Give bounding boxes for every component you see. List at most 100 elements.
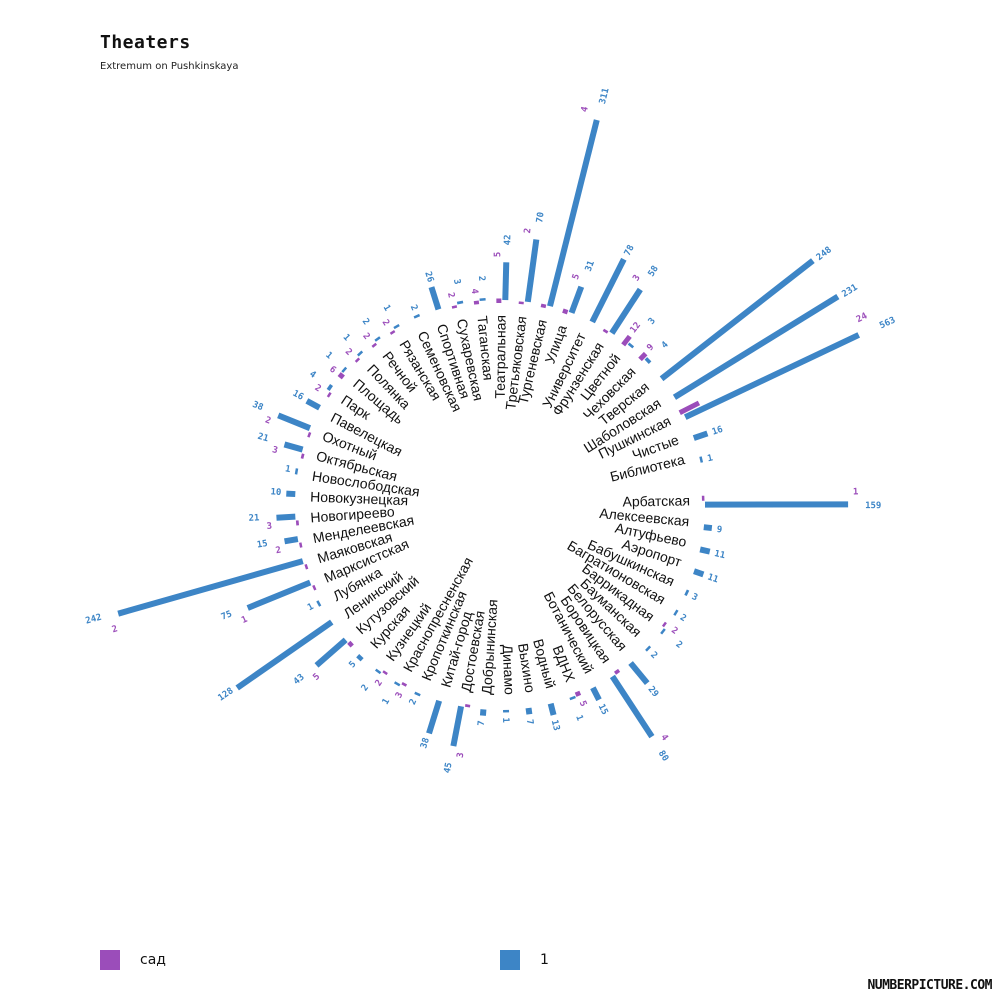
value-label-one: 26 [422, 270, 435, 283]
bar-sad [613, 668, 621, 675]
value-label-one: 5 [347, 660, 358, 671]
bar-one [356, 350, 364, 357]
value-label-one: 3 [647, 316, 658, 327]
bar-one [283, 441, 304, 453]
value-label-sad: 2 [264, 415, 273, 426]
value-label-sad: 5 [571, 273, 582, 281]
category-label: Добрынинская [478, 599, 500, 695]
bar-one [525, 707, 533, 715]
value-label-sad: 2 [360, 331, 371, 341]
value-label-one: 1 [323, 350, 334, 361]
bar-sad [389, 330, 396, 335]
value-label-sad: 2 [111, 624, 119, 635]
value-label-one: 2 [360, 683, 371, 693]
bar-sad [326, 392, 332, 398]
value-label-one: 1 [341, 333, 352, 344]
value-label-sad: 5 [312, 672, 323, 683]
bar-one [692, 430, 709, 441]
bar-sad [621, 334, 632, 347]
value-label-sad: 5 [493, 252, 503, 258]
value-label-sad: 2 [380, 318, 391, 328]
value-label-sad: 3 [631, 273, 642, 283]
value-label-one: 29 [646, 685, 661, 700]
bar-one [235, 619, 334, 691]
bar-one [374, 668, 382, 675]
value-label-one: 2 [408, 303, 419, 312]
value-label-sad: 9 [645, 342, 656, 353]
chart-subtitle: Extremum on Pushkinskaya [100, 61, 239, 72]
value-label-sad: 2 [523, 228, 533, 234]
bar-one [428, 286, 442, 311]
bar-sad [602, 328, 609, 334]
value-label-one: 21 [256, 432, 269, 445]
bar-sad [678, 400, 701, 416]
value-label-one: 7 [524, 719, 535, 726]
bar-one [316, 600, 322, 607]
bar-sad [661, 621, 667, 628]
bar-one [246, 579, 312, 611]
value-label-sad: 2 [275, 545, 282, 556]
bar-one [589, 257, 627, 324]
bar-sad [401, 682, 408, 687]
bar-sad [337, 372, 345, 380]
value-label-one: 4 [660, 340, 671, 351]
category-label: Новогиреево [310, 503, 395, 525]
value-label-one: 31 [584, 259, 597, 273]
value-label-one: 80 [656, 749, 670, 764]
value-label-one: 42 [503, 234, 513, 245]
bar-one [660, 628, 666, 635]
value-label-sad: 2 [374, 678, 385, 688]
value-label-one: 4 [307, 369, 318, 381]
value-label-one: 1 [381, 697, 392, 707]
bar-one [609, 287, 643, 335]
value-label-one: 242 [85, 613, 103, 627]
value-label-sad: 3 [394, 691, 405, 700]
value-label-one: 563 [878, 315, 897, 331]
value-label-sad: 2 [313, 383, 323, 394]
legend-swatch-one [500, 950, 520, 970]
bar-sad [638, 351, 648, 362]
bar-sad [304, 563, 309, 570]
bar-one [693, 568, 705, 578]
value-label-one: 43 [292, 672, 307, 687]
bar-one [426, 699, 443, 735]
bar-one [276, 513, 296, 521]
legend-swatch-sad [100, 950, 120, 970]
bar-one [524, 239, 540, 303]
category-label: Арбатская [622, 492, 690, 509]
value-label-sad: 4 [469, 288, 480, 295]
bar-one [374, 336, 381, 342]
legend-label-one: 1 [540, 952, 549, 968]
value-label-one: 78 [623, 244, 637, 258]
bar-one [117, 558, 304, 617]
bar-one [326, 383, 334, 391]
bar-one [645, 645, 652, 652]
bar-sad [451, 305, 458, 309]
bar-one [450, 705, 464, 747]
bar-sad [300, 453, 305, 459]
bar-one [456, 300, 464, 305]
bar-one [341, 366, 348, 373]
value-label-one: 11 [713, 549, 726, 561]
bar-one [659, 258, 815, 382]
bar-sad [540, 303, 547, 309]
category-label: Выхино [515, 642, 539, 694]
value-label-one: 2 [360, 317, 371, 327]
brand-logo-text: NUMBERPICTURE.COM [867, 978, 992, 993]
value-label-one: 70 [535, 211, 546, 223]
bar-one [683, 332, 861, 420]
bar-sad [562, 308, 569, 315]
value-label-one: 45 [443, 762, 455, 775]
value-label-sad: 3 [266, 521, 272, 531]
value-label-one: 248 [815, 245, 834, 263]
value-label-sad: 2 [445, 292, 456, 300]
bar-one [568, 285, 585, 314]
value-label-one: 1 [500, 717, 510, 723]
bar-one [414, 691, 421, 697]
bar-sad [371, 342, 378, 348]
bar-sad [574, 690, 582, 697]
bar-one [590, 686, 602, 702]
value-label-sad: 4 [658, 733, 670, 744]
category-label: Театральная [492, 315, 509, 399]
bar-one [356, 654, 364, 662]
